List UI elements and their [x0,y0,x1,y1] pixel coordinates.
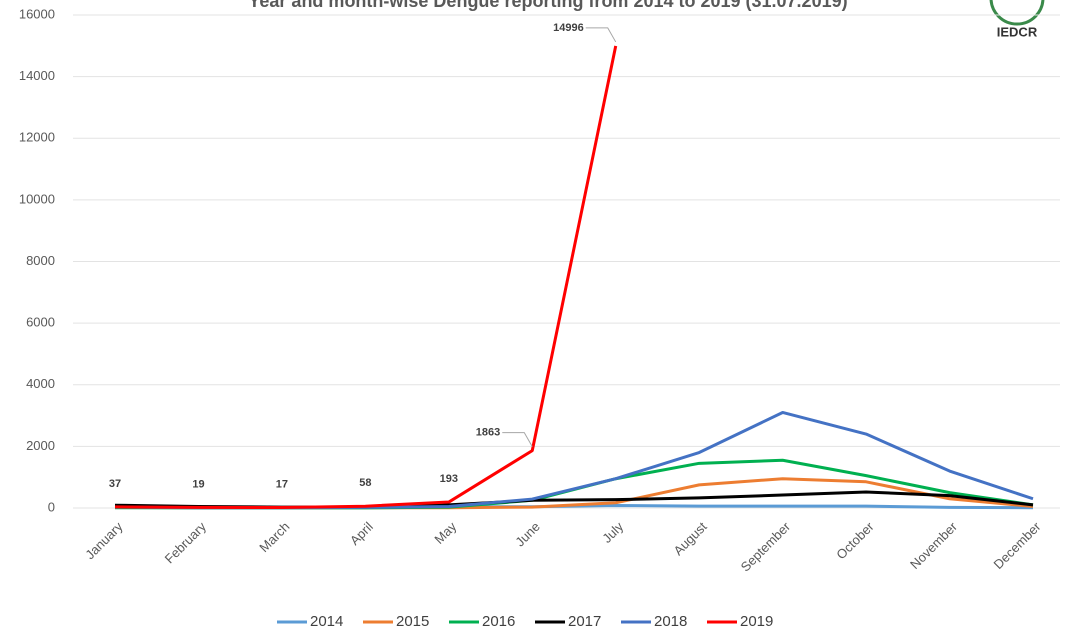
x-tick-label: October [833,518,877,562]
x-tick-label: August [671,519,710,558]
series-line [114,45,618,509]
data-label: 37 [109,478,121,490]
data-label: 14996 [553,22,584,34]
chart-title: Year and month-wise Dengue reporting fro… [248,0,847,11]
x-tick-label: April [347,519,376,548]
data-label: 1863 [476,427,500,439]
x-tick-label: March [256,519,292,555]
legend-label: 2016 [482,613,515,630]
y-tick-label: 16000 [19,6,55,21]
legend-label: 2018 [654,613,687,630]
data-label: 19 [192,478,204,490]
x-tick-label: January [82,519,126,563]
logo-text: IEDCR [997,24,1038,39]
legend-label: 2019 [740,613,773,630]
legend-label: 2017 [568,613,601,630]
label-leader [502,432,533,447]
x-tick-label: February [162,519,210,567]
data-label: 17 [276,478,288,490]
y-tick-label: 8000 [26,253,55,268]
legend-label: 2015 [396,613,429,630]
x-tick-label: May [431,519,459,547]
y-tick-label: 6000 [26,315,55,330]
legend-label: 2014 [310,613,343,630]
x-tick-label: December [991,518,1044,571]
y-tick-label: 4000 [26,376,55,391]
x-tick-label: September [738,518,794,574]
data-label: 58 [359,477,371,489]
y-tick-label: 14000 [19,68,55,83]
y-tick-label: 10000 [19,191,55,206]
x-tick-label: November [907,518,960,571]
label-leader [585,27,617,43]
y-tick-label: 12000 [19,130,55,145]
data-label: 193 [440,473,458,485]
x-tick-label: June [512,519,543,550]
y-tick-label: 0 [48,499,55,514]
y-tick-label: 2000 [26,438,55,453]
x-tick-label: July [599,519,626,546]
logo [989,0,1045,26]
